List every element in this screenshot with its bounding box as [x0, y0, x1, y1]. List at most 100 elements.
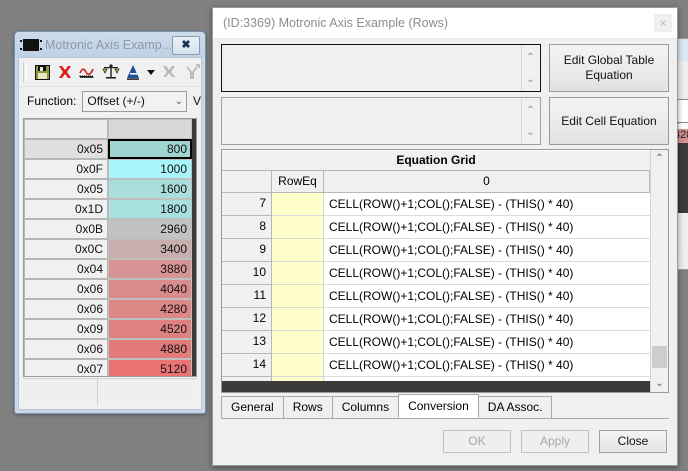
- equation-grid-row[interactable]: 14 CELL(ROW()+1;COL();FALSE) - (THIS() * …: [222, 354, 650, 377]
- delete-icon[interactable]: [56, 61, 75, 83]
- equation-grid-row[interactable]: 11 CELL(ROW()+1;COL();FALSE) - (THIS() * …: [222, 285, 650, 308]
- axis-editor-titlebar[interactable]: Motronic Axis Examp... ✖: [15, 32, 205, 57]
- axis-grid-value-cell[interactable]: 1800: [108, 199, 192, 219]
- equation-formula-cell[interactable]: CELL(ROW()+1;COL();FALSE) - (THIS() * 40…: [324, 285, 650, 308]
- equation-grid-rows[interactable]: 7 CELL(ROW()+1;COL();FALSE) - (THIS() * 4…: [222, 193, 650, 381]
- tab-rows[interactable]: Rows: [282, 396, 333, 418]
- axis-editor-window[interactable]: Motronic Axis Examp... ✖: [14, 31, 206, 414]
- equation-row-number[interactable]: 13: [222, 331, 272, 354]
- axis-grid-row[interactable]: 0x0C 3400: [24, 239, 196, 259]
- cell-equation-spinner[interactable]: ⌃ ⌄: [521, 99, 539, 143]
- equation-formula-cell[interactable]: CELL(ROW()+1;COL();FALSE) - (THIS() * 40…: [324, 193, 650, 216]
- equation-row-number[interactable]: 11: [222, 285, 272, 308]
- background-window-button[interactable]: [677, 99, 688, 123]
- axis-grid-row[interactable]: 0x05 800: [24, 139, 196, 159]
- axis-grid-value-cell[interactable]: 4040: [108, 279, 192, 299]
- axis-grid-key-cell[interactable]: 0x05: [24, 179, 108, 199]
- chevron-down-icon[interactable]: [147, 61, 156, 83]
- axis-grid-key-cell[interactable]: 0x05: [24, 139, 108, 159]
- equation-row-number[interactable]: 15: [222, 377, 272, 381]
- axis-grid-value-cell[interactable]: 1600: [108, 179, 192, 199]
- close-icon[interactable]: ×: [654, 14, 672, 32]
- equation-row-number[interactable]: 14: [222, 354, 272, 377]
- axis-grid-value-cell[interactable]: 800: [108, 139, 192, 159]
- axis-grid-key-cell[interactable]: 0x09: [24, 319, 108, 339]
- equation-formula-cell[interactable]: CELL(ROW()+1;COL();FALSE) - (THIS() * 40…: [324, 354, 650, 377]
- close-icon[interactable]: ✖: [172, 36, 200, 55]
- tab-da-assoc[interactable]: DA Assoc.: [477, 396, 553, 418]
- dialog-tabs[interactable]: General Rows Columns Conversion DA Assoc.: [221, 394, 669, 419]
- scrollbar-thumb[interactable]: [652, 346, 667, 368]
- equation-grid-row[interactable]: 15 (256-THIS()) * 40: [222, 377, 650, 381]
- edit-global-table-equation-button[interactable]: Edit Global Table Equation: [549, 44, 669, 92]
- equation-roweq-cell[interactable]: [272, 354, 324, 377]
- equation-formula-cell[interactable]: CELL(ROW()+1;COL();FALSE) - (THIS() * 40…: [324, 331, 650, 354]
- equation-roweq-cell[interactable]: [272, 239, 324, 262]
- chevron-down-icon[interactable]: ⌄: [526, 126, 535, 138]
- axis-grid-row[interactable]: 0x1D 1800: [24, 199, 196, 219]
- equation-formula-cell[interactable]: CELL(ROW()+1;COL();FALSE) - (THIS() * 40…: [324, 308, 650, 331]
- equation-roweq-cell[interactable]: [272, 262, 324, 285]
- tab-conversion[interactable]: Conversion: [398, 394, 479, 418]
- equation-formula-cell[interactable]: (256-THIS()) * 40: [324, 377, 650, 381]
- axis-grid-row[interactable]: 0x06 4040: [24, 279, 196, 299]
- equation-roweq-cell[interactable]: [272, 193, 324, 216]
- axis-grid-row[interactable]: 0x06 4280: [24, 299, 196, 319]
- cell-equation-input[interactable]: ⌃ ⌄: [221, 97, 541, 145]
- equation-grid[interactable]: Equation Grid RowEq 0 7 CELL(ROW()+1;COL(…: [221, 149, 669, 393]
- axis-grid-key-cell[interactable]: 0x06: [24, 339, 108, 359]
- axis-grid-value-cell[interactable]: 4280: [108, 299, 192, 319]
- axis-grid-value-cell[interactable]: 5120: [108, 359, 192, 376]
- axis-grid-key-cell[interactable]: 0x06: [24, 279, 108, 299]
- axis-grid-row[interactable]: 0x0F 1000: [24, 159, 196, 179]
- equation-grid-row[interactable]: 9 CELL(ROW()+1;COL();FALSE) - (THIS() * 4…: [222, 239, 650, 262]
- axis-data-grid[interactable]: 0x05 800 0x0F 1000 0x05 1600 0x1D 1800 0x0B 2960 0…: [23, 118, 197, 377]
- equation-roweq-cell[interactable]: [272, 308, 324, 331]
- axis-grid-value-cell[interactable]: 4520: [108, 319, 192, 339]
- equation-roweq-cell[interactable]: [272, 285, 324, 308]
- equation-formula-cell[interactable]: CELL(ROW()+1;COL();FALSE) - (THIS() * 40…: [324, 262, 650, 285]
- axis-grid-key-cell[interactable]: 0x0F: [24, 159, 108, 179]
- global-equation-input[interactable]: ⌃ ⌄: [221, 44, 541, 92]
- equation-row-number[interactable]: 10: [222, 262, 272, 285]
- axis-grid-value-cell[interactable]: 2960: [108, 219, 192, 239]
- scroll-up-icon[interactable]: ⌃: [655, 153, 664, 164]
- equation-grid-row[interactable]: 13 CELL(ROW()+1;COL();FALSE) - (THIS() * …: [222, 331, 650, 354]
- equation-roweq-cell[interactable]: [272, 216, 324, 239]
- axis-grid-row[interactable]: 0x07 5120: [24, 359, 196, 376]
- axis-grid-row[interactable]: 0x06 4880: [24, 339, 196, 359]
- equation-row-number[interactable]: 9: [222, 239, 272, 262]
- axis-grid-value-cell[interactable]: 4880: [108, 339, 192, 359]
- equation-grid-row[interactable]: 7 CELL(ROW()+1;COL();FALSE) - (THIS() * 4…: [222, 193, 650, 216]
- axis-grid-key-cell[interactable]: 0x1D: [24, 199, 108, 219]
- equation-roweq-cell[interactable]: [272, 377, 324, 381]
- equation-grid-row[interactable]: 10 CELL(ROW()+1;COL();FALSE) - (THIS() * …: [222, 262, 650, 285]
- equation-row-number[interactable]: 12: [222, 308, 272, 331]
- chevron-up-icon[interactable]: ⌃: [526, 51, 535, 63]
- axis-grid-key-cell[interactable]: 0x06: [24, 299, 108, 319]
- dialog-titlebar[interactable]: (ID:3369) Motronic Axis Example (Rows) ×: [213, 8, 677, 39]
- chevron-down-icon[interactable]: ⌄: [526, 73, 535, 85]
- axis-grid-row[interactable]: 0x0B 2960: [24, 219, 196, 239]
- equation-row-number[interactable]: 8: [222, 216, 272, 239]
- edit-cell-equation-button[interactable]: Edit Cell Equation: [549, 97, 669, 145]
- chevron-up-icon[interactable]: ⌃: [526, 104, 535, 116]
- scroll-down-icon[interactable]: ⌄: [655, 378, 664, 389]
- axis-grid-value-cell[interactable]: 3880: [108, 259, 192, 279]
- axis-grid-row[interactable]: 0x09 4520: [24, 319, 196, 339]
- equation-roweq-cell[interactable]: [272, 331, 324, 354]
- equation-grid-header-col0[interactable]: 0: [324, 171, 650, 193]
- axis-grid-row[interactable]: 0x04 3880: [24, 259, 196, 279]
- axis-grid-key-cell[interactable]: 0x0C: [24, 239, 108, 259]
- equation-grid-header-roweq[interactable]: RowEq: [272, 171, 324, 193]
- curve-graph-icon[interactable]: [78, 61, 97, 83]
- save-icon[interactable]: [33, 61, 52, 83]
- axis-grid-row[interactable]: 0x05 1600: [24, 179, 196, 199]
- axis-grid-value-cell[interactable]: 1000: [108, 159, 192, 179]
- axis-grid-key-cell[interactable]: 0x04: [24, 259, 108, 279]
- equation-formula-cell[interactable]: CELL(ROW()+1;COL();FALSE) - (THIS() * 40…: [324, 216, 650, 239]
- equation-formula-cell[interactable]: CELL(ROW()+1;COL();FALSE) - (THIS() * 40…: [324, 239, 650, 262]
- function-select[interactable]: Offset (+/-) ⌄: [82, 90, 187, 112]
- axis-grid-key-cell[interactable]: 0x07: [24, 359, 108, 376]
- scales-balance-icon[interactable]: [101, 61, 120, 83]
